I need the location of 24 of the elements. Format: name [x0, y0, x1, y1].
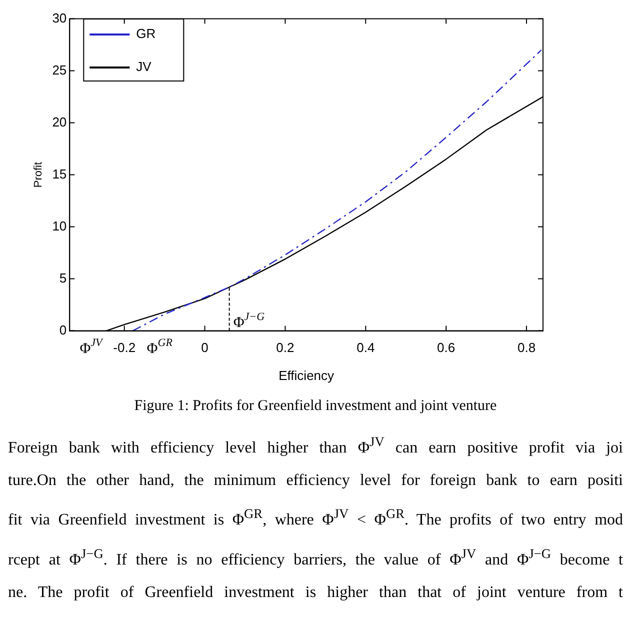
line-series [132, 49, 542, 331]
caption: Figure 1: Profits for Greenfield investment and joint venture [133, 398, 498, 415]
y-tick-label: 0 [59, 322, 67, 338]
y-tick-label: 5 [59, 270, 67, 286]
text: Foreign bank with efficiency level higher than Φ$^{JV}$ can earn positive profit via joi [8, 433, 623, 458]
legend-label: GR [136, 26, 156, 42]
text: rcept at Φ$^{J−G}$. If there is no efficiency barriers, the value of Φ$^{JV}$ and Φ$^{J−G}$ become t [8, 544, 624, 570]
x-tick-label: -0.2 [113, 340, 136, 356]
y-tick-label: 25 [52, 62, 67, 78]
x-tick-label: 0.4 [356, 340, 375, 356]
legend-label: JV [136, 59, 152, 74]
text: fit via Greenfield investment is Φ$^{GR}$, where Φ$^{JV}$ < Φ$^{GR}$. The profits of two entry mod [8, 505, 624, 531]
y-tick-label: 30 [52, 10, 67, 26]
y-tick-label: 10 [52, 218, 67, 234]
y-tick-label: 20 [52, 114, 67, 130]
x-tick-label: 0.6 [437, 340, 456, 356]
x-axis-title: Efficiency [278, 368, 335, 383]
y-axis-title: Profit [32, 162, 45, 188]
text: ture.On the other hand, the minimum efficiency level for foreign bank to earn positi [8, 471, 623, 492]
y-tick-label: 15 [52, 166, 67, 182]
x-tick-label: 0.2 [276, 340, 294, 356]
text: ne. The profit of Greenfield investment is higher than that of joint venture from t [8, 582, 623, 603]
x-tick-label: 0.8 [517, 340, 536, 356]
x-tick-label: 0 [201, 340, 208, 356]
